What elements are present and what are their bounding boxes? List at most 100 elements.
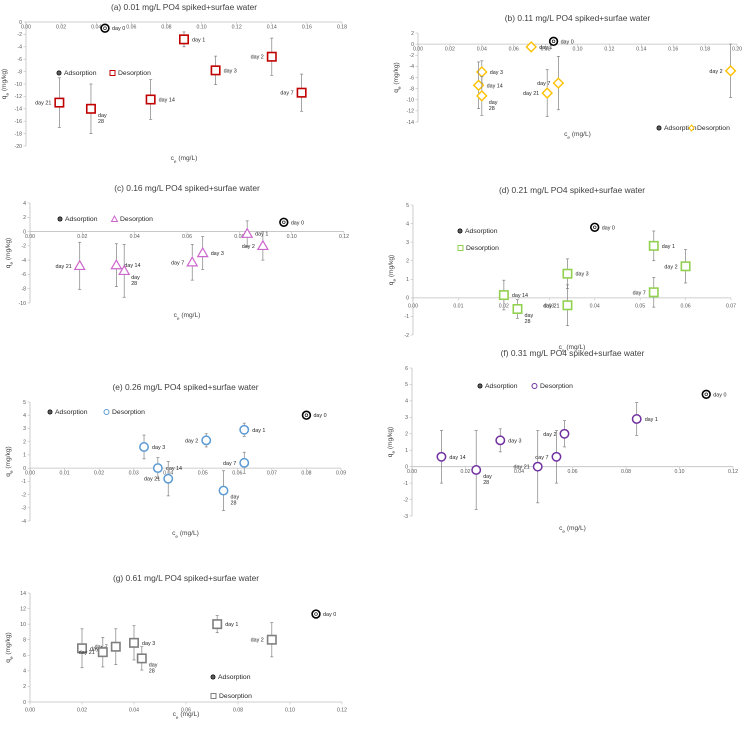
desorption-point (512, 303, 523, 314)
x-tick-label: 0.00 (407, 469, 417, 475)
adsorption-point (311, 609, 321, 619)
x-tick-label: 0.08 (161, 25, 171, 31)
panel-b: (b) 0.11 mg/L PO4 spiked+surfae water -14… (393, 13, 742, 140)
point-label: day 2 (543, 432, 556, 438)
x-tick-label: 0.16 (668, 47, 678, 53)
desorption-point (436, 451, 447, 462)
x-tick-label: 0.10 (285, 708, 295, 714)
desorption-point (196, 246, 209, 258)
desorption-point (139, 442, 149, 452)
desorption-point (110, 258, 123, 270)
desorption-point (562, 300, 573, 311)
x-tick-label: 0.06 (681, 303, 691, 309)
point-label: day 1 (662, 244, 675, 250)
point-label: day 7 (535, 455, 548, 461)
desorption-point (85, 103, 96, 114)
x-tick-label: 0.10 (197, 25, 207, 31)
desorption-point (495, 435, 506, 446)
desorption-point (724, 65, 737, 77)
point-label: 28 (524, 319, 530, 325)
desorption-point (239, 424, 250, 435)
legend-desorption-label: Desorption (540, 383, 573, 390)
y-tick-label: 4 (406, 221, 409, 227)
desorption-point (54, 97, 65, 108)
x-tick-label: 0.08 (541, 47, 551, 53)
point-label: day 21 (56, 264, 72, 270)
legend-desorption-marker (531, 383, 538, 389)
y-tick-label: -1 (21, 479, 26, 485)
point-label: day 3 (152, 445, 165, 451)
point-label: 28 (489, 106, 495, 112)
y-tick-label: 6 (23, 653, 26, 659)
chart-title: (d) 0.21 mg/L PO4 spiked+surfae water (499, 185, 645, 195)
y-tick-label: -6 (21, 272, 26, 278)
point-label: day 1 (645, 417, 658, 423)
x-tick-label: 0.03 (544, 303, 554, 309)
desorption-point (77, 643, 88, 654)
desorption-point (525, 41, 538, 53)
y-tick-label: -18 (15, 131, 23, 137)
point-label: day 3 (508, 438, 521, 444)
desorption-point (97, 647, 108, 658)
point-label: day 7 (633, 290, 646, 296)
y-tick-label: 2 (23, 215, 26, 221)
legend-desorption-marker (110, 214, 119, 222)
point-label: day 1 (255, 232, 268, 238)
y-tick-label: -1 (404, 314, 409, 320)
x-axis-title: ce (mg/L) (174, 312, 201, 321)
x-tick-label: 0.16 (302, 25, 312, 31)
desorption-point (266, 634, 277, 645)
desorption-point (532, 461, 543, 472)
y-tick-label: -4 (21, 519, 26, 525)
y-tick-label: -2 (409, 53, 414, 59)
point-label: day 14 (487, 83, 503, 89)
y-tick-label: -6 (409, 75, 414, 81)
x-axis-title: ce (mg/L) (171, 155, 198, 164)
desorption-point (631, 414, 642, 424)
legend-adsorption-label: Adsorption (65, 216, 98, 223)
y-tick-label: 0 (406, 296, 409, 302)
y-tick-label: 1 (405, 448, 408, 454)
x-tick-label: 0.06 (232, 471, 242, 477)
legend-adsorption-label: Adsorption (485, 383, 518, 390)
point-label: 28 (231, 501, 237, 507)
legend-desorption-marker (457, 245, 464, 251)
point-label: day 3 (142, 641, 155, 647)
x-tick-label: 0.14 (267, 25, 277, 31)
y-tick-label: 5 (406, 203, 409, 209)
x-tick-label: 0.06 (509, 47, 519, 53)
legend-adsorption-label: Adsorption (64, 70, 97, 77)
y-tick-label: 2 (406, 259, 409, 265)
y-axis-title: qe (mg/kg) (388, 255, 397, 285)
point-label: day 3 (575, 272, 588, 278)
point-label: day 21 (35, 101, 51, 107)
adsorption-point (548, 36, 559, 47)
y-tick-label: 4 (23, 669, 26, 675)
y-tick-label: -2 (404, 333, 409, 339)
point-label: day 2 (251, 638, 264, 644)
point-label: day (231, 495, 240, 501)
x-tick-label: 0.00 (25, 471, 35, 477)
y-tick-label: -20 (15, 144, 23, 150)
y-tick-label: 0 (23, 466, 26, 472)
y-tick-label: 2 (411, 31, 414, 37)
y-tick-label: -2 (21, 244, 26, 250)
point-label: day 14 (166, 466, 182, 472)
x-tick-label: 0.02 (77, 708, 87, 714)
panel-f: (f) 0.31 mg/L PO4 spiked+surfae water -3 -… (387, 348, 738, 534)
desorption-point (476, 90, 488, 102)
x-tick-label: 0.09 (336, 471, 346, 477)
point-label: day (524, 313, 533, 319)
desorption-point (648, 287, 659, 298)
x-tick-label: 0.14 (636, 47, 646, 53)
desorption-point (680, 261, 691, 272)
point-label: day 1 (192, 37, 205, 43)
panel-d: (d) 0.21 mg/L PO4 spiked+surfae water -2 -… (388, 185, 736, 353)
y-tick-label: 0 (405, 464, 408, 470)
x-tick-label: 0.10 (572, 47, 582, 53)
point-label: day 0 (561, 39, 574, 45)
